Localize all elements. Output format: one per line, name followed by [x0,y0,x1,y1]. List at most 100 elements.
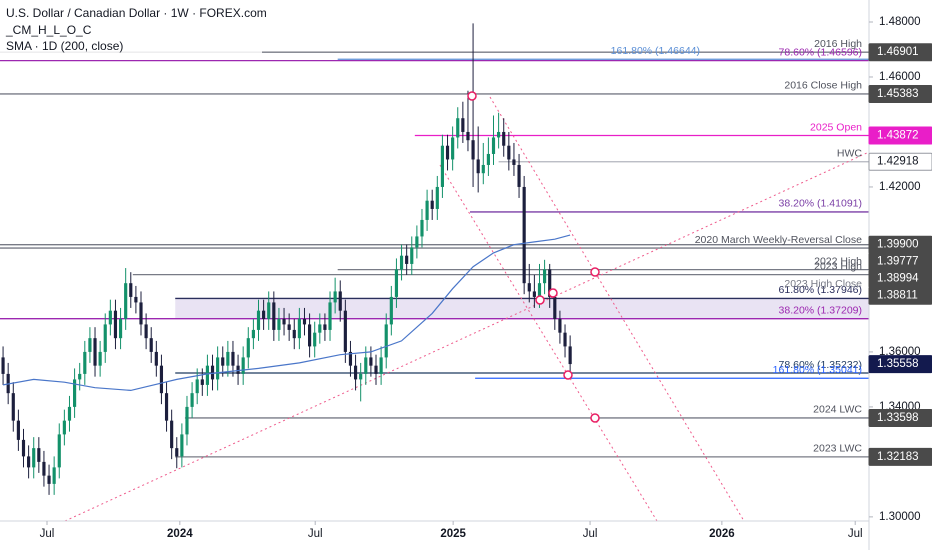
level-label: 2016 High [814,38,862,50]
axes: 1.480001.460001.420001.380001.360001.340… [40,16,932,540]
candle-body [476,159,480,174]
x-tick-label: Jul [848,528,863,540]
candle-body [57,434,61,468]
candle-body [394,269,399,297]
candle-body [164,393,169,421]
candle-body [461,118,465,132]
level-label: 78.60% (1.35232) [779,359,862,371]
level-label: 78.60% (1.46596) [779,46,862,58]
candle-body [369,357,373,366]
marker [467,91,477,101]
candle-body [226,351,230,366]
candle-body [185,406,189,435]
candle-body [200,379,204,385]
candle-body [93,338,97,366]
candle-body [502,131,506,146]
candle-body [262,310,266,319]
trendline [489,96,745,521]
candle-body [374,365,378,374]
candle-body [481,164,485,174]
level-label: 2023 High [814,260,862,272]
candle-body [170,420,174,449]
candle-body [379,357,383,374]
x-tick-label: Jul [583,528,598,540]
x-tick-label: 2024 [167,528,193,540]
candle-body [205,365,209,385]
candle-body [410,247,414,264]
indicator-label: SMA · 1D (200, close) [6,39,123,53]
level-label: 2024 LWC [813,404,862,416]
y-tick-label: 1.36000 [879,346,921,358]
marker [535,295,545,305]
level-label: 38.20% (1.41091) [779,198,862,210]
candle-body [236,365,240,374]
price-tag [868,286,932,305]
candle-body [175,448,179,457]
candle-body [537,283,542,297]
candle-body [16,420,20,440]
price-tag [868,43,932,62]
candle-body [27,456,31,468]
candle-body [195,379,199,394]
price-tag-label: 1.45383 [877,88,919,100]
candle-body [216,357,220,380]
candle-body [568,346,572,365]
x-tick-label: 2026 [709,528,735,540]
candle-body [78,373,82,380]
candle-body [415,236,419,248]
candle-body [267,302,271,319]
candle-body [491,137,496,154]
marker [563,370,573,380]
candle-body [32,448,36,468]
candle-body [543,269,547,284]
levels [0,51,869,458]
indicator-label: _CM_H_L_O_C [5,23,92,37]
candle-body [445,145,450,160]
y-tick-label: 1.46000 [879,71,921,83]
candle-body [37,448,41,462]
candle-body [180,434,184,457]
candle-body [497,131,501,138]
x-tick-label: Jul [308,528,323,540]
price-tag-label: 1.38811 [877,290,918,302]
header-bg [0,3,262,53]
candle-body [256,310,261,330]
price-tag-label: 1.38994 [877,273,919,285]
candle-body [333,291,337,303]
marker [590,413,600,423]
candle-body [440,145,445,187]
candle-body [405,255,409,264]
annotation: 2023 High Close [784,278,862,290]
candle-body [302,318,307,325]
candle-body [364,357,368,374]
marker [590,267,600,277]
price-tag-label: 1.39777 [877,256,919,268]
price-tag [868,84,932,103]
candle-body [389,296,393,325]
candle-body [384,324,388,358]
candle-body [512,159,516,165]
candle-body [420,219,424,237]
y-tick-label: 1.30000 [879,511,921,523]
candle-body [451,137,455,160]
candle-body [471,140,475,160]
candle-body [563,332,567,347]
level-label: 38.20% (1.37209) [779,304,862,316]
candle-body [129,283,133,297]
candle-body [231,351,235,366]
candle-body [318,324,322,333]
candle-body [98,351,102,366]
candle-body [466,131,470,141]
candle-body [88,338,92,352]
chart-title: U.S. Dollar / Canadian Dollar · 1W · FOR… [6,6,267,20]
candle-body [553,296,557,319]
level-label: 2023 LWC [813,443,862,455]
candle-body [527,283,531,292]
marker [548,288,558,298]
level-label: 161.80% (1.46644) [611,45,700,57]
level-label: HWC [837,147,862,159]
candle-body [154,351,158,366]
candle-body [425,200,429,220]
sma [2,234,571,392]
